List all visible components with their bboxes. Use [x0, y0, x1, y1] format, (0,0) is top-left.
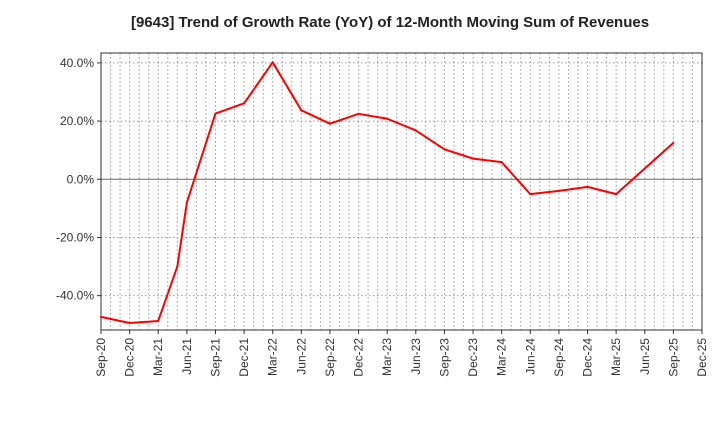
x-tick-label: Dec-25	[695, 338, 709, 377]
x-tick-label: Dec-24	[581, 338, 595, 377]
data-point	[386, 117, 389, 120]
data-point	[672, 141, 675, 144]
x-tick-label: Dec-22	[352, 338, 366, 377]
x-tick-label: Sep-24	[552, 338, 566, 377]
data-point	[157, 319, 160, 322]
data-point	[328, 122, 331, 125]
x-tick-label: Mar-25	[609, 338, 623, 376]
data-point	[243, 102, 246, 105]
x-tick-label: Jun-23	[409, 338, 423, 375]
x-tick-label: Jun-24	[523, 338, 537, 375]
data-point	[443, 148, 446, 151]
x-tick-label: Dec-21	[237, 338, 251, 377]
x-tick-label: Sep-20	[94, 338, 108, 377]
x-tick-label: Mar-22	[266, 338, 280, 376]
data-point	[472, 157, 475, 160]
data-point	[271, 61, 274, 64]
x-tick-label: Sep-25	[666, 338, 680, 377]
data-point	[414, 129, 417, 132]
x-tick-label: Jun-21	[180, 338, 194, 375]
y-tick-label: -20.0%	[56, 230, 94, 244]
x-tick-label: Dec-23	[466, 338, 480, 377]
data-point	[185, 201, 188, 204]
plot-border	[100, 52, 703, 331]
x-tick-label: Mar-24	[495, 338, 509, 376]
x-tick-label: Sep-23	[437, 338, 451, 377]
chart-title: [9643] Trend of Growth Rate (YoY) of 12-…	[130, 14, 650, 31]
x-tick-label: Dec-20	[123, 338, 137, 377]
data-point	[300, 109, 303, 112]
data-point	[586, 185, 589, 188]
data-point	[100, 315, 102, 318]
data-point	[500, 161, 503, 164]
x-tick-label: Jun-22	[294, 338, 308, 375]
data-point	[529, 193, 532, 196]
x-tick-label: Jun-25	[638, 338, 652, 375]
data-point	[176, 265, 179, 268]
y-tick-label: -40.0%	[56, 289, 94, 303]
y-tick-label: 0.0%	[67, 172, 95, 186]
data-point	[128, 322, 131, 325]
data-point	[214, 112, 217, 115]
y-tick-label: 20.0%	[60, 114, 94, 128]
data-point	[357, 112, 360, 115]
x-tick-label: Sep-21	[208, 338, 222, 377]
data-point	[557, 189, 560, 192]
x-tick-label: Sep-22	[323, 338, 337, 377]
x-tick-label: Mar-23	[380, 338, 394, 376]
x-tick-label: Mar-21	[151, 338, 165, 376]
data-point	[615, 193, 618, 196]
y-tick-label: 40.0%	[60, 56, 94, 70]
